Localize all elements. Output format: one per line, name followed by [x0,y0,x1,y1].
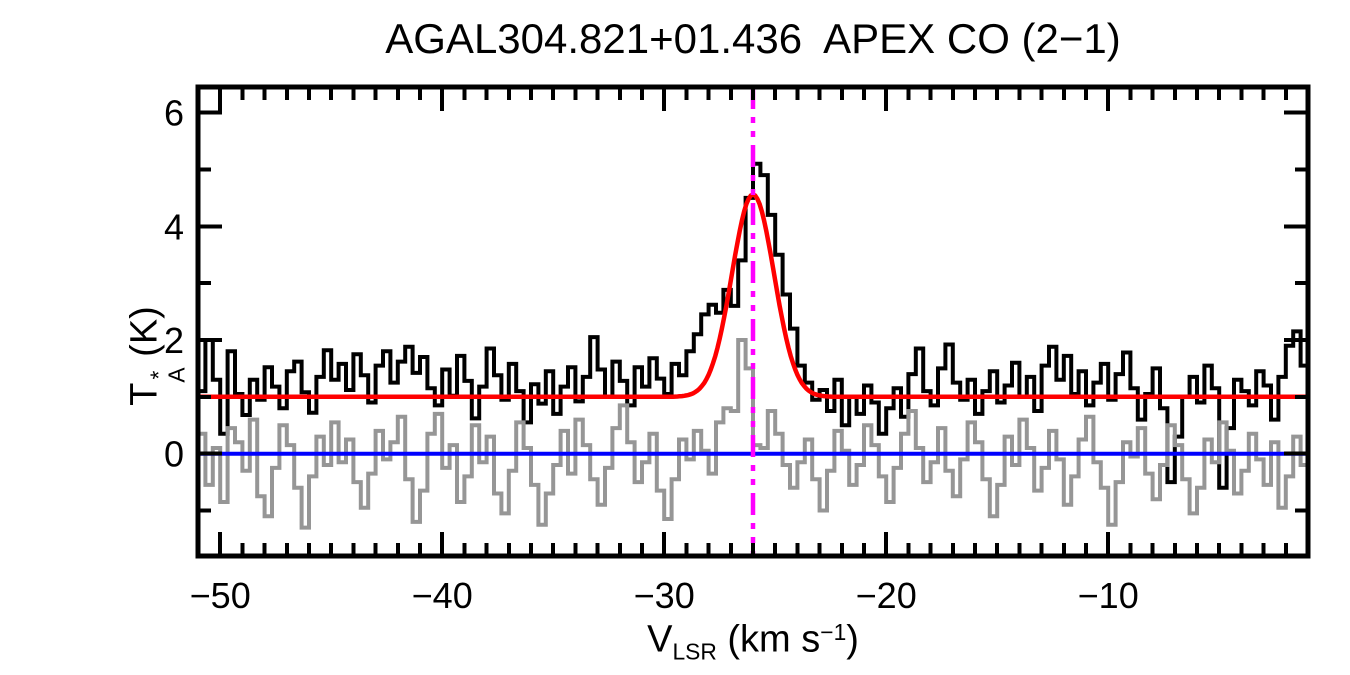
x-axis-label-sup: −1 [820,619,847,645]
x-tick-label: −40 [412,575,473,616]
x-axis-label-mid: (km s [716,618,821,661]
x-tick-label: −30 [634,575,695,616]
y-tick-label: 6 [164,93,184,134]
x-axis-label-base: V [647,618,673,661]
plot-frame [195,84,1311,559]
y-tick-label: 2 [164,320,184,361]
y-axis-label-sub: A [163,367,190,383]
y-axis-label-base: T [123,382,166,406]
y-tick-label: 0 [164,434,184,475]
x-axis-label: VLSR (km s−1) [198,610,1308,673]
x-tick-label: −10 [1078,575,1139,616]
x-tick-label: −50 [190,575,251,616]
y-axis-label-subsup: * A [145,367,190,383]
x-axis-label-end: ) [846,618,859,661]
plot-title: AGAL304.821+01.436 APEX CO (2−1) [385,15,1121,62]
y-tick-label: 4 [164,206,184,247]
y-axis-label-unit: (K) [123,306,166,368]
x-tick-label: −20 [856,575,917,616]
x-axis-label-sub: LSR [672,638,717,665]
